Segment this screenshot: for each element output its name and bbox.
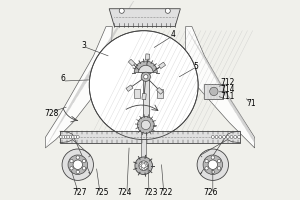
Circle shape [73,160,83,169]
Bar [157,89,163,98]
Circle shape [165,8,170,13]
Circle shape [59,135,62,138]
Bar [157,87,163,94]
Circle shape [203,155,223,174]
Circle shape [238,135,241,138]
Circle shape [215,135,218,138]
Circle shape [144,162,146,164]
Bar [204,84,223,99]
Text: 722: 722 [158,188,173,197]
Bar [128,59,135,66]
Circle shape [141,162,143,164]
Bar [60,131,240,143]
Circle shape [223,135,226,138]
Bar [134,89,140,98]
Circle shape [141,167,143,169]
Circle shape [141,72,150,81]
Circle shape [119,8,124,13]
Circle shape [205,159,208,163]
Circle shape [82,167,86,170]
Circle shape [226,135,229,138]
Circle shape [70,159,73,163]
Text: 6: 6 [61,74,65,83]
Text: 724: 724 [118,188,132,197]
Text: 727: 727 [73,188,87,197]
Circle shape [230,135,233,138]
Circle shape [64,135,67,138]
Circle shape [69,135,72,138]
Circle shape [144,167,146,169]
Circle shape [67,135,70,138]
Circle shape [208,160,218,169]
Text: 3: 3 [82,41,86,50]
Polygon shape [45,27,112,148]
Circle shape [211,156,214,159]
Circle shape [234,135,237,138]
Circle shape [74,135,77,138]
Bar [159,62,166,69]
Text: 726: 726 [203,188,218,197]
Bar [142,93,146,100]
Bar [126,85,133,91]
Circle shape [218,167,221,170]
Circle shape [140,165,142,167]
Circle shape [71,135,74,138]
Bar [141,131,146,166]
Wedge shape [134,61,157,73]
Circle shape [76,135,79,138]
Polygon shape [186,27,255,148]
Circle shape [141,120,150,130]
Circle shape [197,149,229,180]
Circle shape [205,167,208,170]
Circle shape [76,156,80,159]
Circle shape [76,170,80,174]
Polygon shape [109,9,180,27]
Text: 714: 714 [220,85,235,94]
Circle shape [211,135,214,138]
Text: 712: 712 [220,78,235,87]
Circle shape [210,87,218,96]
Bar [146,54,150,60]
Text: 71: 71 [247,99,256,108]
Circle shape [211,170,214,174]
Circle shape [68,155,88,174]
Circle shape [62,149,94,180]
Text: 4: 4 [171,30,176,39]
Circle shape [70,167,73,170]
Bar [143,77,149,131]
Circle shape [82,159,86,163]
Circle shape [146,165,148,167]
Text: 723: 723 [144,188,158,197]
Circle shape [135,157,152,175]
Circle shape [89,31,198,140]
Circle shape [219,135,222,138]
Wedge shape [139,65,153,73]
Circle shape [144,75,148,79]
Circle shape [218,159,221,163]
Circle shape [139,161,148,171]
Text: 711: 711 [220,92,235,101]
Text: 5: 5 [194,62,199,71]
Circle shape [137,117,154,133]
Text: 728: 728 [44,109,59,118]
Circle shape [62,135,65,138]
Text: 725: 725 [94,188,109,197]
